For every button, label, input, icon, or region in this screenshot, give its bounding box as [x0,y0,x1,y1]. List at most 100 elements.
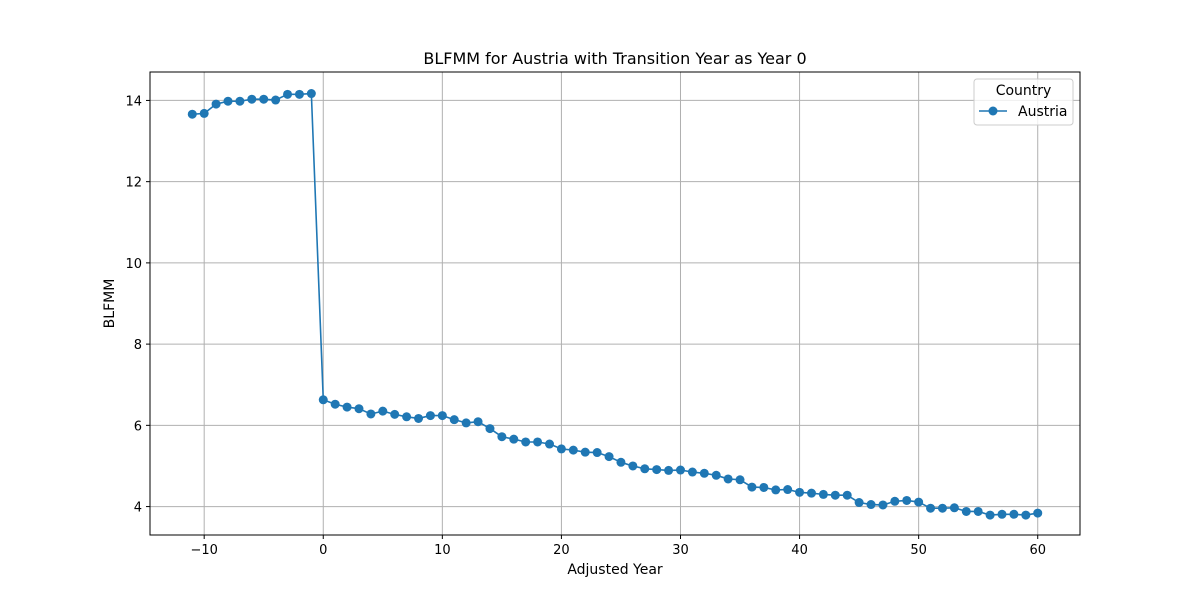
data-point [830,490,840,500]
grid [150,72,1080,535]
data-point [699,468,709,478]
data-point [521,437,531,447]
data-point [1033,508,1043,518]
data-point [437,411,447,421]
y-tick-label: 8 [134,338,142,353]
data-point [461,418,471,428]
data-point [675,465,685,475]
data-point [473,417,483,427]
plot-frame [149,71,1081,536]
data-point [330,399,340,409]
data-point [711,470,721,480]
data-point [961,506,971,516]
data-point [926,503,936,513]
data-point [402,412,412,422]
x-tick-label: −10 [190,543,217,558]
data-point [783,485,793,495]
data-point [818,489,828,499]
data-point [640,464,650,474]
data-point [533,437,543,447]
data-point [664,465,674,475]
series-line-austria [192,92,1038,516]
legend-box [973,78,1074,126]
data-point [973,506,983,516]
data-point [271,95,281,105]
data-point [842,490,852,500]
data-point [378,406,388,416]
data-point [318,395,328,405]
y-tick-label: 12 [125,176,142,191]
data-point [414,413,424,423]
x-tick-label: 0 [319,543,327,558]
data-point [592,448,602,458]
data-point [890,496,900,506]
data-point [306,89,316,99]
data-point [342,402,352,412]
data-point [687,467,697,477]
data-point [259,94,269,104]
ticks: −10 0 10 20 30 40 50 60 4 6 8 10 12 14 [125,94,1046,558]
data-point [223,96,233,106]
data-point [580,447,590,457]
data-point [735,475,745,485]
data-point [509,434,519,444]
data-point [902,495,912,505]
data-point [878,500,888,510]
data-point [556,444,566,454]
data-point [187,109,197,119]
y-tick-label: 6 [134,419,142,434]
y-tick-label: 4 [134,501,142,516]
data-point [747,482,757,492]
series-layer [187,89,1043,520]
data-point [985,510,995,520]
x-tick-label: 50 [910,543,927,558]
data-point [354,404,364,414]
legend: Country Austria [973,78,1074,126]
x-tick-label: 30 [672,543,689,558]
data-point [628,461,638,471]
x-axis-label: Adjusted Year [567,562,663,578]
data-point [247,94,257,104]
data-point [937,503,947,513]
data-point [759,482,769,492]
data-point [795,487,805,497]
data-point [1021,510,1031,520]
y-tick-label: 10 [125,257,142,272]
data-point [568,445,578,455]
data-point [949,503,959,513]
data-point [485,424,495,434]
data-point [806,488,816,498]
data-point [866,500,876,510]
data-point [390,409,400,419]
x-tick-label: 40 [791,543,808,558]
legend-marker-swatch [988,106,998,116]
data-point [723,474,733,484]
data-point [449,415,459,425]
data-point [283,89,293,99]
data-point [425,411,435,421]
data-point [771,485,781,495]
chart-title: BLFMM for Austria with Transition Year a… [423,49,806,68]
data-point [497,432,507,442]
data-point [997,509,1007,519]
x-tick-label: 60 [1029,543,1046,558]
y-axis-label: BLFMM [102,279,118,329]
y-tick-label: 14 [125,94,142,109]
data-point [914,497,924,507]
data-point [545,439,555,449]
data-point [211,99,221,109]
data-point [366,409,376,419]
data-point [294,89,304,99]
legend-title: Country [996,83,1052,99]
data-point [652,465,662,475]
legend-label-austria: Austria [1018,104,1067,120]
data-point [854,498,864,508]
data-point [604,452,614,462]
x-tick-label: 20 [553,543,570,558]
x-tick-label: 10 [434,543,451,558]
data-point [199,108,209,118]
data-point [235,96,245,106]
data-point [1009,509,1019,519]
